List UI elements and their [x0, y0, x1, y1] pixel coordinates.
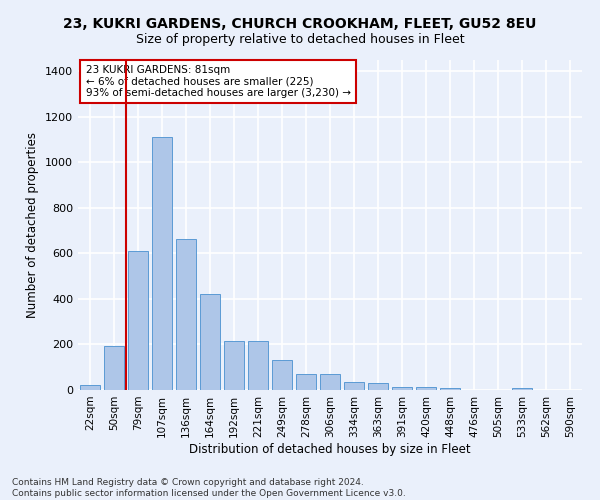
Bar	[200, 294, 220, 390]
Bar	[296, 374, 316, 390]
Bar	[368, 383, 388, 390]
Bar	[512, 388, 532, 390]
Text: Size of property relative to detached houses in Fleet: Size of property relative to detached ho…	[136, 32, 464, 46]
Bar	[416, 386, 436, 390]
Bar	[320, 374, 340, 390]
Text: 23, KUKRI GARDENS, CHURCH CROOKHAM, FLEET, GU52 8EU: 23, KUKRI GARDENS, CHURCH CROOKHAM, FLEE…	[64, 18, 536, 32]
Bar	[272, 360, 292, 390]
Bar	[440, 388, 460, 390]
Bar	[344, 382, 364, 390]
Y-axis label: Number of detached properties: Number of detached properties	[26, 132, 40, 318]
Text: 23 KUKRI GARDENS: 81sqm
← 6% of detached houses are smaller (225)
93% of semi-de: 23 KUKRI GARDENS: 81sqm ← 6% of detached…	[86, 65, 350, 98]
Bar	[128, 251, 148, 390]
Bar	[152, 138, 172, 390]
Bar	[248, 341, 268, 390]
Bar	[224, 341, 244, 390]
Bar	[176, 238, 196, 390]
Text: Contains HM Land Registry data © Crown copyright and database right 2024.
Contai: Contains HM Land Registry data © Crown c…	[12, 478, 406, 498]
Bar	[104, 346, 124, 390]
X-axis label: Distribution of detached houses by size in Fleet: Distribution of detached houses by size …	[189, 442, 471, 456]
Bar	[392, 386, 412, 390]
Bar	[80, 386, 100, 390]
